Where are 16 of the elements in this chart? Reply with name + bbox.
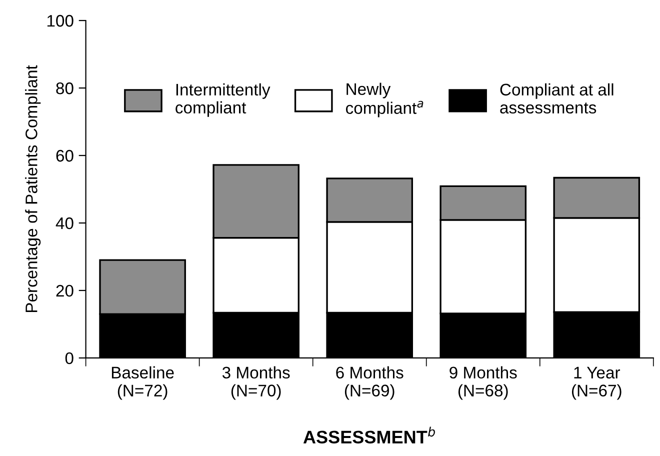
x-tick-label: Baseline (N=72) — [112, 366, 174, 400]
x-tick-label: 3 Months (N=70) — [222, 366, 290, 400]
legend-label: Compliant at all assessments — [500, 83, 614, 114]
y-tick-label: 100 — [47, 14, 74, 27]
x-tick-label: 9 Months (N=68) — [450, 366, 517, 400]
legend-label: Intermittently compliant — [176, 83, 270, 117]
y-axis-title: Percentage of Patients Compliant — [25, 65, 41, 312]
x-tick-label: 1 Year (N=67) — [572, 366, 622, 400]
legend-label: Newly compliant$^{a}$ — [346, 82, 424, 118]
x-axis-title: ASSESSMENT$^{b}$ — [303, 426, 435, 444]
y-tick-label: 0 — [65, 352, 74, 364]
y-tick-label: 40 — [56, 217, 74, 230]
x-tick-label: 6 Months (N=69) — [336, 366, 404, 400]
y-tick-label: 20 — [56, 284, 74, 297]
y-tick-label: 60 — [56, 150, 74, 162]
y-tick-label: 80 — [56, 82, 74, 94]
